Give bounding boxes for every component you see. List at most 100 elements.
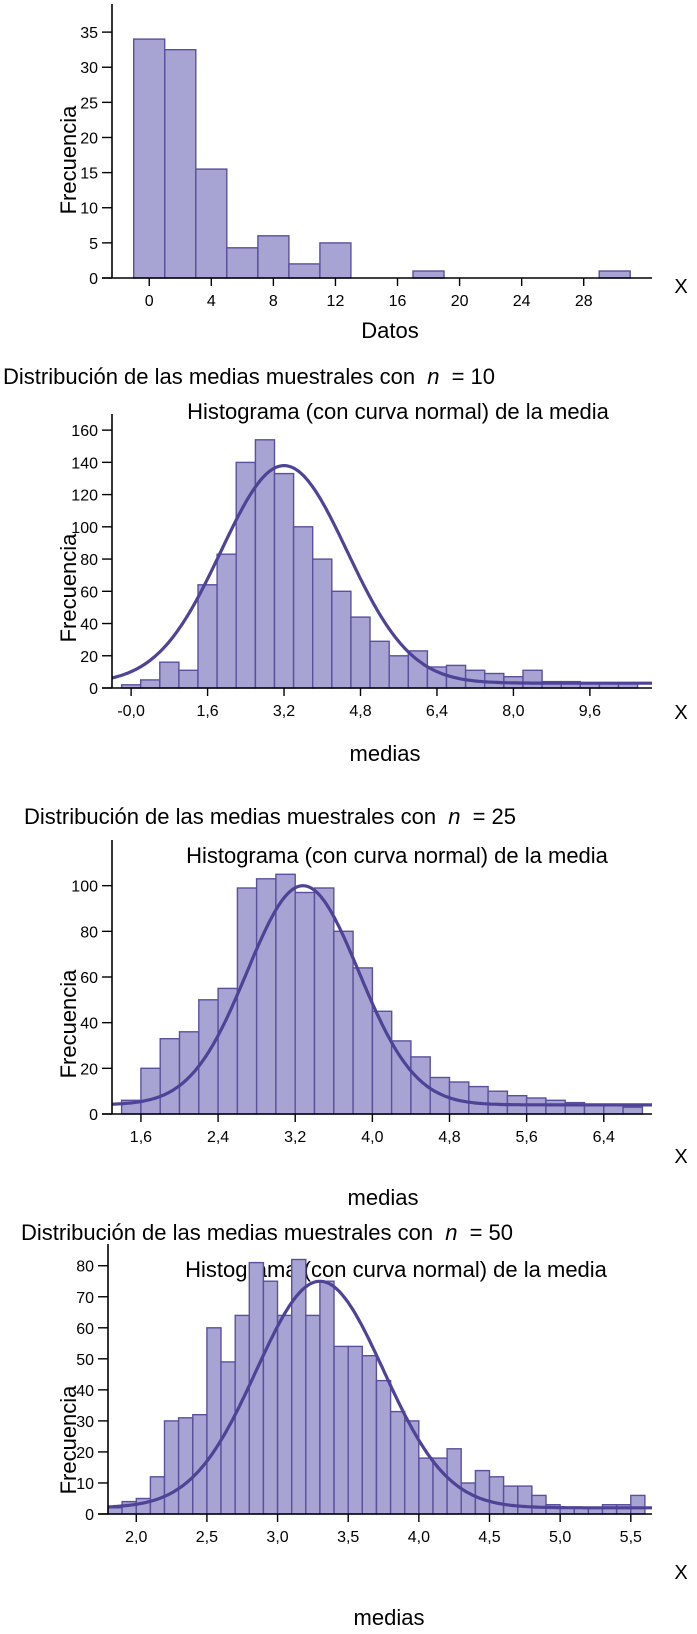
- chart-3-xtick-label: 4,8: [438, 1129, 460, 1146]
- chart-2-title: Distribución de las medias muestrales co…: [3, 364, 495, 389]
- chart-3-bar: [159, 1037, 181, 1115]
- chart-4-bar: [107, 1507, 123, 1515]
- chart-2-xtick-label: 3,2: [273, 703, 295, 720]
- chart-2-bar: [235, 461, 256, 689]
- chart-4-ylabel: Frecuencia: [56, 1385, 81, 1495]
- chart-2-axes: [102, 414, 652, 689]
- chart-2-bar: [178, 669, 199, 689]
- chart-4-ytick-label: 0: [85, 1507, 94, 1524]
- chart-2-xtick-label: 8,0: [502, 703, 524, 720]
- chart-1-bar: [164, 49, 197, 279]
- chart-1-ytick-label: 5: [89, 236, 98, 253]
- chart-2-bars: [120, 439, 639, 689]
- chart-2-bar: [369, 640, 390, 689]
- chart-4-bar: [163, 1420, 180, 1515]
- chart-1-axes: [102, 4, 652, 279]
- chart-4-axes: [98, 1244, 652, 1515]
- chart-1: Frecuencia Datos X 0 5 10 15 20 25 30 35 0 4 8 12 16…: [56, 4, 688, 343]
- chart-4-ticks: 0 10 20 30 40 50 60 70 80 2,0 2,5 3,0 3,5 4,0 4,5 5,0 5,…: [76, 1259, 642, 1546]
- chart-3-axis-end-label: X: [674, 1146, 687, 1168]
- chart-4-bar: [319, 1280, 335, 1515]
- chart-4-bar: [149, 1476, 166, 1515]
- chart-4-bar: [531, 1494, 547, 1515]
- chart-2-ticks: 0 20 40 60 80 100 120 140 160 -0,0 1,6 3,2 4,8 6,4 8,0…: [71, 423, 601, 720]
- chart-3-bar: [468, 1085, 489, 1115]
- chart-1-ytick-label: 0: [89, 271, 98, 288]
- chart-4-ytick-label: 80: [76, 1259, 94, 1276]
- chart-1-xtick-label: 24: [513, 293, 531, 310]
- chart-1-ticks: 0 5 10 15 20 25 30 35 0 4 8 12 16 20 24 28: [80, 25, 593, 310]
- chart-2-normal-curve: [111, 464, 652, 685]
- chart-4-bar: [305, 1314, 321, 1515]
- chart-3-xtick-label: 5,6: [516, 1129, 538, 1146]
- chart-3-subtitle: Histograma (con curva normal) de la medi…: [186, 843, 609, 868]
- chart-3-bar: [622, 1106, 644, 1115]
- chart-4-title: Distribución de las medias muestrales co…: [21, 1220, 513, 1245]
- chart-4-subtitle: Histograma (con curva normal) de la medi…: [185, 1257, 608, 1282]
- chart-4-bar: [517, 1485, 533, 1515]
- chart-3-bar: [217, 987, 239, 1115]
- chart-3-axes: [102, 840, 652, 1115]
- chart-1-ytick-label: 30: [80, 60, 98, 77]
- chart-3-ticks: 0 20 40 60 80 100 1,6 2,4 3,2 4,0 4,8 5,6 6,4: [71, 879, 615, 1146]
- chart-4-bar: [432, 1457, 448, 1515]
- chart-3-bar: [198, 999, 219, 1115]
- chart-2-xtick-label: -0,0: [117, 703, 145, 720]
- chart-4-ytick-label: 50: [76, 1352, 94, 1369]
- chart-3-bar: [313, 887, 335, 1115]
- chart-3-bar: [275, 873, 296, 1115]
- chart-4-xtick-label: 5,5: [620, 1529, 642, 1546]
- chart-1-bar: [319, 242, 352, 279]
- chart-1-bar: [226, 247, 259, 279]
- chart-4-xtick-label: 3,5: [337, 1529, 359, 1546]
- chart-3-xtick-label: 1,6: [130, 1129, 152, 1146]
- chart-3-xtick-label: 6,4: [593, 1129, 615, 1146]
- chart-3-normal-curve: [111, 884, 652, 1107]
- chart-4-ytick-label: 30: [76, 1414, 94, 1431]
- chart-3-title-text: Distribución de las medias muestrales co…: [24, 804, 436, 829]
- chart-4-normal-curve: [107, 1279, 652, 1510]
- chart-4-bar: [234, 1314, 250, 1515]
- chart-2-curve: [111, 464, 652, 685]
- chart-2-xtick-label: 4,8: [349, 703, 371, 720]
- chart-3-xtick-label: 4,0: [361, 1129, 383, 1146]
- chart-2-xlabel: medias: [350, 741, 421, 766]
- chart-3-ytick-label: 20: [80, 1061, 98, 1078]
- chart-2-bar: [159, 661, 180, 689]
- chart-1-bar: [598, 270, 631, 279]
- chart-3-ytick-label: 40: [80, 1016, 98, 1033]
- chart-3-title-n: n: [448, 804, 460, 829]
- chart-3-bar: [545, 1099, 566, 1115]
- chart-4-bar: [488, 1476, 505, 1515]
- chart-3-ytick-label: 60: [80, 970, 98, 987]
- chart-2-ytick-label: 0: [89, 681, 98, 698]
- chart-1-xtick-label: 12: [327, 293, 345, 310]
- chart-1-xtick-label: 0: [145, 293, 154, 310]
- chart-2-bar: [273, 472, 295, 689]
- chart-2-ytick-label: 160: [71, 423, 98, 440]
- chart-1-xtick-label: 16: [389, 293, 407, 310]
- chart-2-xtick-label: 6,4: [426, 703, 448, 720]
- chart-1-bar: [288, 263, 321, 279]
- chart-3-bars: [120, 873, 644, 1115]
- chart-4-bar: [418, 1457, 434, 1515]
- chart-3-ytick-label: 80: [80, 924, 98, 941]
- chart-4-bar: [502, 1485, 519, 1515]
- chart-4-ytick-label: 60: [76, 1321, 94, 1338]
- chart-3: Distribución de las medias muestrales co…: [24, 804, 688, 1210]
- chart-4-title-n-value: = 50: [470, 1220, 513, 1245]
- chart-4-xtick-label: 5,0: [549, 1529, 571, 1546]
- chart-2-bar: [388, 655, 410, 689]
- chart-3-xlabel: medias: [348, 1185, 419, 1210]
- chart-1-xtick-label: 4: [207, 293, 216, 310]
- chart-4-xtick-label: 2,0: [125, 1529, 147, 1546]
- chart-4-bar: [347, 1345, 364, 1515]
- chart-3-bar: [333, 930, 354, 1115]
- chart-2-bar: [216, 553, 237, 689]
- chart-4-bar: [474, 1469, 491, 1515]
- chart-4-bar: [177, 1417, 194, 1515]
- chart-1-ylabel: Frecuencia: [56, 105, 81, 215]
- chart-4-bar: [262, 1280, 279, 1515]
- chart-2-bar: [292, 526, 314, 689]
- chart-2-ytick-label: 20: [80, 649, 98, 666]
